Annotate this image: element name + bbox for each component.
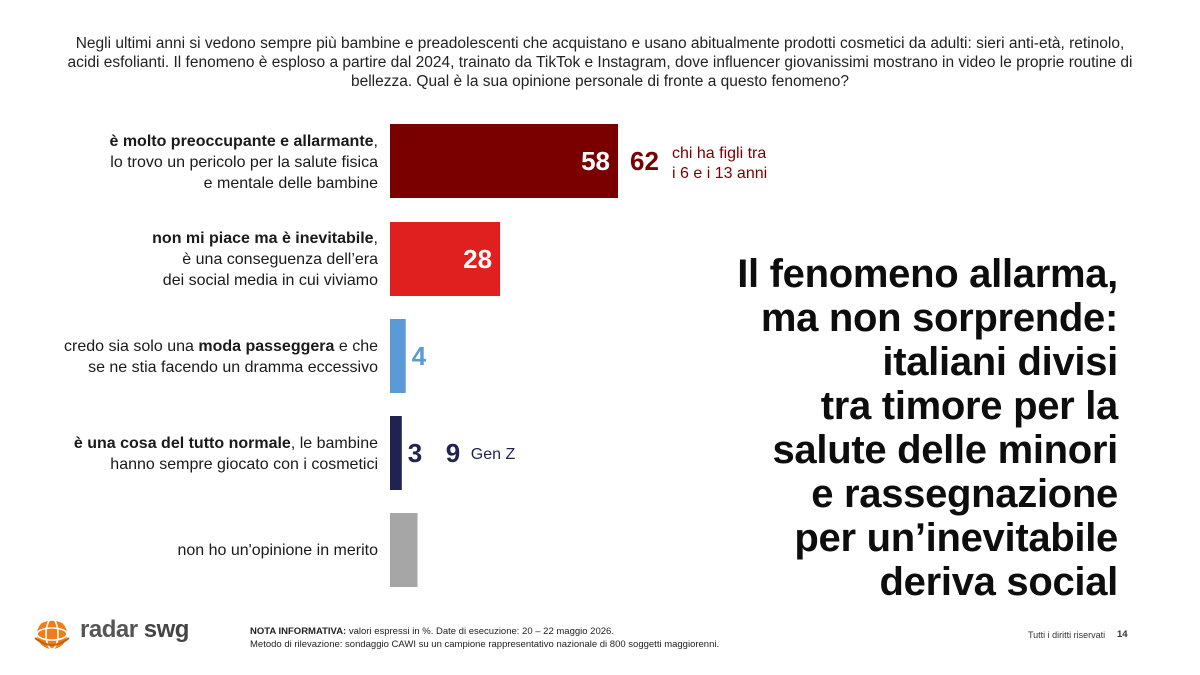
category-label-line: e mentale delle bambine — [203, 175, 378, 192]
category-label-text: , le bambine — [290, 435, 378, 452]
headline-line: Il fenomeno allarma, — [737, 252, 1118, 296]
note-line-2: Metodo di rilevazione: sondaggio CAWI su… — [250, 639, 720, 650]
headline: Il fenomeno allarma, ma non sorprende: i… — [558, 252, 1118, 604]
category-label-2: non mi piace ma è inevitabile, è una con… — [18, 228, 378, 291]
radar-globe-icon — [34, 618, 70, 650]
logo-part-swg: swg — [143, 616, 190, 643]
bar-value-label-4: 3 — [408, 438, 422, 468]
annotation-text: chi ha figli tra — [672, 145, 766, 162]
category-label-line: lo trovo un pericolo per la salute fisic… — [110, 154, 378, 171]
annotation-value: 62 — [630, 146, 659, 176]
headline-line: italiani divisi — [882, 340, 1118, 384]
rights-text: Tutti i diritti riservati — [1028, 630, 1106, 640]
category-label-text: credo sia solo una — [64, 338, 199, 355]
category-label-5: non ho un'opinione in merito — [18, 540, 378, 561]
category-label-bold: non mi piace ma è inevitabile — [152, 230, 374, 247]
headline-line: e rassegnazione — [811, 472, 1118, 516]
category-label-4: è una cosa del tutto normale, le bambine… — [18, 433, 378, 475]
category-label-line: non ho un'opinione in merito — [177, 542, 378, 559]
headline-line: salute delle minori — [772, 428, 1118, 472]
category-label-line: è una conseguenza dell’era — [182, 251, 378, 268]
bar-4 — [390, 416, 402, 490]
question-text: Negli ultimi anni si vedono sempre più b… — [67, 35, 1133, 90]
bar-3 — [390, 319, 406, 393]
category-label-bold: è una cosa del tutto normale — [73, 435, 291, 452]
bar-value-label-5: 7 — [424, 535, 438, 565]
category-label-1: è molto preoccupante e allarmante, lo tr… — [18, 131, 378, 194]
headline-line: deriva social — [879, 560, 1119, 604]
note-title: NOTA INFORMATIVA: — [250, 626, 347, 637]
category-label-line: dei social media in cui viviamo — [162, 272, 378, 289]
note-line-1: valori espressi in %. Date di esecuzione… — [346, 626, 614, 637]
category-label-line: hanno sempre giocato con i cosmetici — [110, 456, 378, 473]
radar-swg-logo: radar swg — [32, 614, 222, 654]
bar-2 — [390, 222, 501, 296]
page-number: 14 — [1117, 629, 1128, 640]
category-label-bold: moda passeggera — [198, 338, 335, 355]
annotation-text: i 6 e i 13 anni — [672, 165, 767, 182]
logo-wordmark: radar swg — [80, 616, 189, 644]
bar-value-label-2: 28 — [463, 244, 492, 274]
headline-line: per un’inevitabile — [794, 516, 1118, 560]
bar-value-label-1: 58 — [581, 146, 610, 176]
bar-1 — [390, 124, 618, 198]
headline-line: tra timore per la — [820, 384, 1119, 428]
category-label-text: , — [373, 133, 378, 150]
logo-part-radar: radar — [80, 616, 138, 643]
annotation-value: 9 — [446, 438, 460, 468]
annotation-text: Gen Z — [471, 446, 516, 463]
category-label-text: , — [373, 230, 378, 247]
headline-line: ma non sorprende: — [760, 296, 1118, 340]
category-label-bold: è molto preoccupante e allarmante — [109, 133, 374, 150]
category-label-3: credo sia solo una moda passeggera e che… — [18, 336, 378, 378]
category-label-text: e che — [334, 338, 378, 355]
bar-5 — [390, 513, 418, 587]
bar-value-label-3: 4 — [412, 341, 427, 371]
footer-note: NOTA INFORMATIVA: valori espressi in %. … — [250, 625, 719, 651]
category-label-line: se ne stia facendo un dramma eccessivo — [88, 359, 378, 376]
